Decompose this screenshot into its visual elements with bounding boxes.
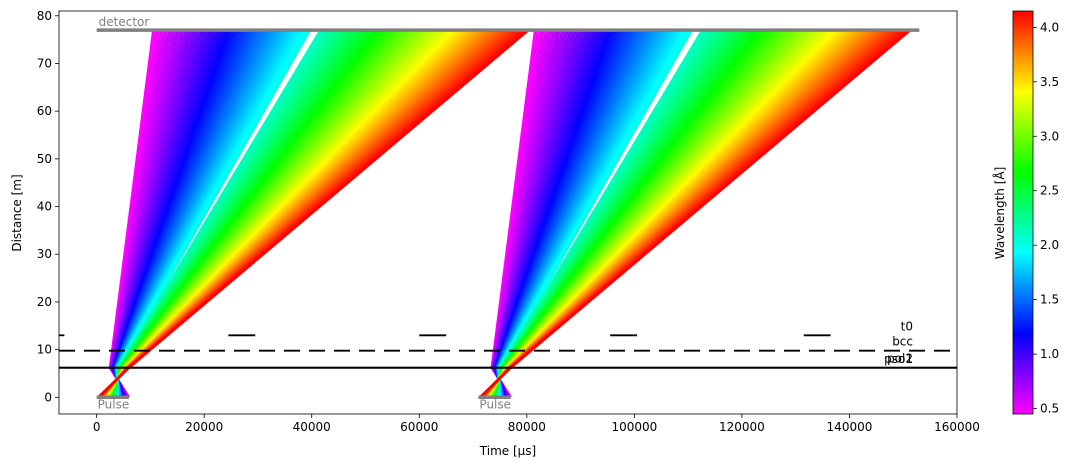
y-tick-label: 10 <box>37 343 52 357</box>
colorbar-tick-label: 1.0 <box>1040 347 1059 361</box>
chopper-label-pol2: pol2 <box>887 352 913 366</box>
x-tick-label: 0 <box>93 420 101 434</box>
x-tick-label: 20000 <box>185 420 223 434</box>
x-axis-label: Time [µs] <box>479 444 536 458</box>
plot-area <box>59 28 957 400</box>
colorbar-tick-label: 4.0 <box>1040 20 1059 34</box>
x-tick-label: 40000 <box>293 420 331 434</box>
colorbar-tick-label: 2.5 <box>1040 184 1059 198</box>
chopper-label-pso1: pso1 <box>884 352 913 366</box>
y-axis: 0 10 20 30 40 50 60 70 80 <box>37 9 59 404</box>
pulse-label: Pulse <box>98 397 130 411</box>
pulse-label: Pulse <box>479 397 511 411</box>
y-tick-label: 80 <box>37 9 52 23</box>
x-axis: 0 20000 40000 60000 80000 100000 120000 140000 1… <box>93 414 980 434</box>
x-tick-label: 140000 <box>827 420 873 434</box>
colorbar-gradient <box>1012 10 1034 415</box>
y-tick-label: 40 <box>37 200 52 214</box>
y-tick-label: 30 <box>37 247 52 261</box>
detector-label: detector <box>99 15 150 29</box>
chopper-label-t0: t0 <box>901 319 913 333</box>
plot-frame <box>58 10 958 415</box>
y-tick-label: 20 <box>37 295 52 309</box>
y-tick-label: 70 <box>37 56 52 70</box>
y-tick-label: 0 <box>44 390 52 404</box>
colorbar-label: Wavelength [Å] <box>992 167 1007 260</box>
pulse-detector-markers <box>96 28 920 400</box>
y-tick-label: 60 <box>37 104 52 118</box>
choppers <box>59 334 957 369</box>
x-tick-label: 100000 <box>611 420 657 434</box>
neutron-rays <box>97 29 911 399</box>
colorbar-tick-label: 3.5 <box>1040 75 1059 89</box>
colorbar-tick-label: 1.5 <box>1040 293 1059 307</box>
x-tick-label: 120000 <box>719 420 765 434</box>
colorbar-tick-label: 3.0 <box>1040 129 1059 143</box>
colorbar-tick-label: 2.0 <box>1040 238 1059 252</box>
chopper-label-bcc: bcc <box>892 335 913 349</box>
x-tick-label: 60000 <box>400 420 438 434</box>
x-tick-label: 160000 <box>934 420 980 434</box>
colorbar-tick-label: 0.5 <box>1040 402 1059 416</box>
y-tick-label: 50 <box>37 152 52 166</box>
colorbar: 0.5 1.0 1.5 2.0 2.5 3.0 3.5 4.0 Wavelength [Å] <box>992 10 1059 416</box>
colorbar-ticks: 0.5 1.0 1.5 2.0 2.5 3.0 3.5 4.0 <box>1033 20 1059 416</box>
x-tick-label: 80000 <box>508 420 546 434</box>
y-axis-label: Distance [m] <box>10 174 24 251</box>
